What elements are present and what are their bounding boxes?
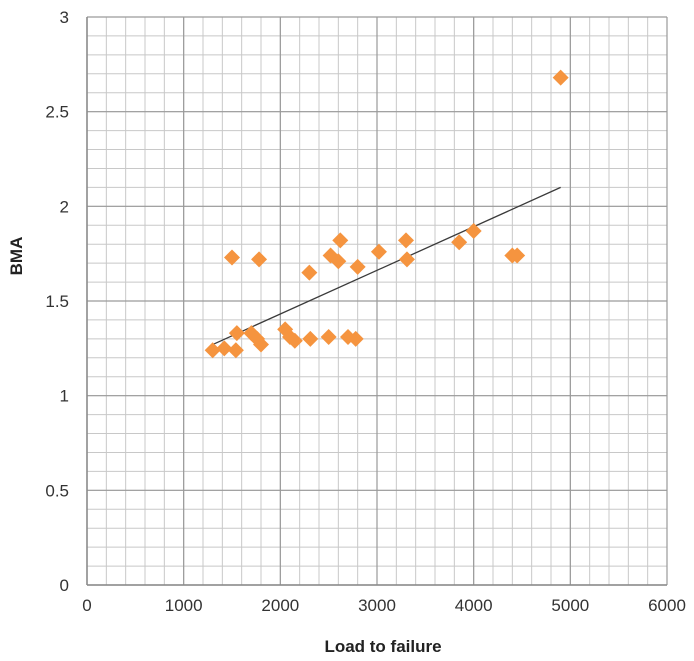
y-tick-label: 0 [60, 576, 69, 595]
y-axis-title: BMA [7, 237, 26, 276]
data-point [228, 325, 245, 342]
y-tick-label: 1.5 [45, 292, 69, 311]
x-tick-label: 4000 [455, 596, 493, 615]
trendline [212, 186, 561, 346]
x-tick-label: 0 [82, 596, 91, 615]
data-point [509, 247, 526, 264]
data-point [320, 328, 337, 345]
x-axis-title: Load to failure [324, 637, 441, 656]
data-point [227, 342, 244, 359]
data-point [349, 258, 366, 275]
x-axis-tick-labels: 0 1000 2000 3000 4000 5000 6000 [82, 596, 686, 615]
data-point [347, 330, 364, 347]
data-point [370, 243, 387, 260]
data-point [465, 222, 482, 239]
data-point [253, 336, 269, 353]
axes [86, 17, 667, 586]
data-point [224, 249, 240, 266]
data-point [204, 342, 221, 359]
data-point [302, 330, 319, 347]
trendline-layer [212, 186, 561, 346]
data-point [251, 251, 268, 268]
x-tick-label: 5000 [551, 596, 589, 615]
data-point [552, 69, 569, 86]
data-point [398, 251, 415, 268]
data-point [216, 340, 233, 357]
data-point [243, 325, 260, 342]
y-tick-label: 1 [60, 387, 69, 406]
x-tick-label: 3000 [358, 596, 396, 615]
major-gridlines [86, 16, 668, 586]
x-tick-label: 6000 [648, 596, 686, 615]
y-tick-label: 2.5 [45, 103, 69, 122]
data-points [204, 69, 569, 359]
data-point [332, 232, 349, 249]
data-point [286, 332, 303, 349]
data-point [330, 253, 347, 270]
data-point [301, 264, 318, 281]
y-tick-label: 0.5 [45, 481, 69, 500]
data-point [451, 234, 468, 251]
x-tick-label: 1000 [165, 596, 203, 615]
data-point [398, 232, 414, 249]
y-axis-tick-labels: 0 0.5 1 1.5 2 2.5 3 [45, 8, 69, 595]
x-tick-label: 2000 [261, 596, 299, 615]
y-tick-label: 2 [60, 197, 69, 216]
y-tick-label: 3 [60, 8, 69, 27]
